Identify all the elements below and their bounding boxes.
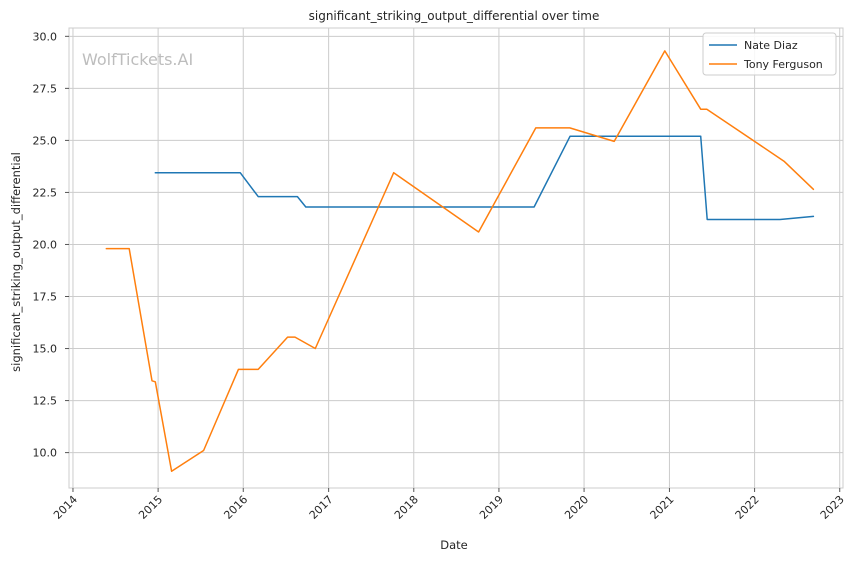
- y-axis-label: significant_striking_output_differential: [9, 152, 23, 372]
- legend: Nate Diaz Tony Ferguson: [702, 32, 837, 76]
- y-tick-label: 12.5: [33, 395, 58, 408]
- y-tick-label: 25.0: [33, 134, 58, 147]
- y-tick-label: 10.0: [33, 447, 58, 460]
- watermark: WolfTickets.AI: [82, 50, 193, 69]
- series-line-nate-diaz: [154, 135, 815, 221]
- grid: [69, 28, 843, 488]
- plot-frame: [68, 27, 844, 489]
- legend-label-tony-ferguson: Tony Ferguson: [743, 58, 823, 71]
- y-tick-label: 22.5: [33, 186, 58, 199]
- series-line-tony-ferguson: [105, 50, 815, 473]
- y-tick-label: 17.5: [33, 291, 58, 304]
- y-tick-label: 15.0: [33, 343, 58, 356]
- series-layer: [105, 50, 815, 473]
- legend-label-nate-diaz: Nate Diaz: [744, 39, 798, 52]
- y-tick-label: 20.0: [33, 238, 58, 251]
- y-axis-ticks: 10.0 12.5 15.0 17.5 20.0 22.5 25.0 27.5 30.0: [33, 30, 69, 460]
- chart-title: significant_striking_output_differential…: [309, 9, 600, 23]
- x-axis-label: Date: [440, 538, 468, 552]
- y-tick-label: 30.0: [33, 30, 58, 43]
- y-tick-label: 27.5: [33, 82, 58, 95]
